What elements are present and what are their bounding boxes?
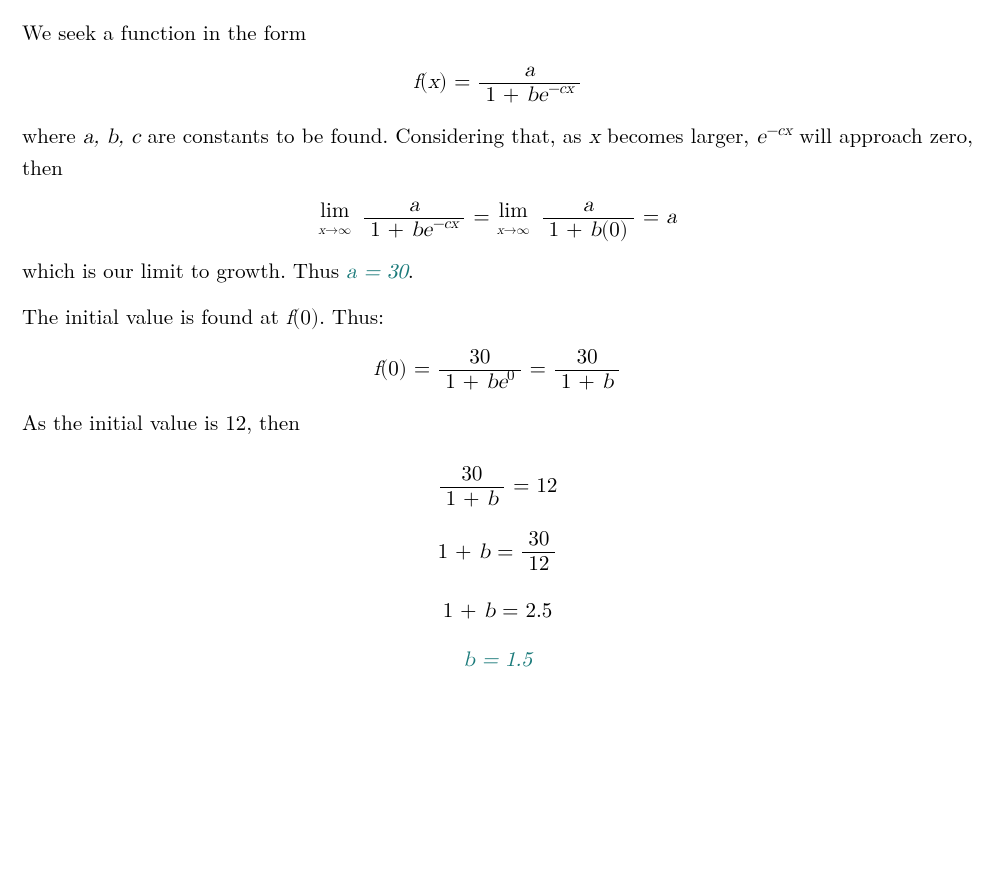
equals-12: = 12 (513, 476, 557, 497)
equation-function-form: f(x) = a 1 + be−cx (22, 60, 973, 107)
lhs-fx: f(x) = (413, 72, 477, 93)
paragraph-constants: where a, b, c are constants to be found.… (22, 121, 973, 181)
equation-f0: f(0) = 30 1 + be0 = 30 1 + b (22, 347, 973, 394)
equals-1: = (473, 207, 496, 228)
text-intro: We seek a function in the form (22, 17, 306, 47)
paragraph-initial-value: The initial value is found at f(0). Thus… (22, 302, 973, 333)
fraction-30-over-1b: 30 1 + b (555, 347, 619, 394)
text-limit-growth: which is our limit to growth. Thus (22, 255, 346, 285)
fraction-30-over-12: 30 12 (522, 529, 555, 576)
fraction-limit-1: a 1 + be−cx (364, 195, 464, 242)
highlight-a-equals-30: a = 30 (346, 262, 408, 283)
paragraph-initial-12: As the initial value is 12, then (22, 408, 973, 436)
result-a: a (666, 207, 677, 228)
den-e: e (538, 85, 547, 106)
period-1: . (408, 255, 414, 285)
den-exp: −cx (547, 81, 573, 96)
lhs-f0: f(0) = (374, 359, 438, 380)
paragraph-limit-growth: which is our limit to growth. Thus a = 3… (22, 256, 973, 287)
limit-operator-2: lim x→∞ (497, 201, 530, 237)
numerator-a: a (524, 60, 535, 81)
highlight-b-equals-1-5: b = 1.5 (463, 650, 532, 671)
equation-limit: lim x→∞ a 1 + be−cx = lim x→∞ a 1 + b(0)… (22, 195, 973, 242)
text-thus: . Thus: (319, 301, 384, 331)
fraction-limit-2: a 1 + b(0) (543, 195, 634, 242)
equals-2: = (643, 207, 666, 228)
text-initial-value: The initial value is found at (22, 301, 286, 331)
paragraph-intro: We seek a function in the form (22, 18, 973, 46)
var-abc: a, b, c (83, 127, 140, 148)
limit-operator-1: lim x→∞ (318, 201, 351, 237)
exp-negcx: −cx (766, 123, 792, 138)
equation-solve-b: 30 1 + b = 12 1 + b = 30 12 1 + b = 2.5 … (22, 464, 973, 675)
text-where: where (22, 120, 83, 150)
text-initial-12: As the initial value is 12, then (22, 407, 300, 437)
den-b: b (526, 85, 538, 106)
lim-word-1: lim (318, 201, 351, 222)
fraction-a-over-1bex: a 1 + be−cx (479, 60, 579, 107)
eq-1b-25: 1 + (443, 601, 484, 622)
text-constants-mid: are constants to be found. Considering t… (140, 120, 588, 150)
text-becomes-larger: becomes larger, (600, 120, 756, 150)
fraction-30-over-1b-eq12: 30 1 + b (440, 464, 504, 511)
var-e: e (756, 127, 765, 148)
den-1plus: 1 + (485, 85, 526, 106)
var-x: x (589, 127, 600, 148)
fraction-30-over-1be0: 30 1 + be0 (439, 347, 520, 394)
